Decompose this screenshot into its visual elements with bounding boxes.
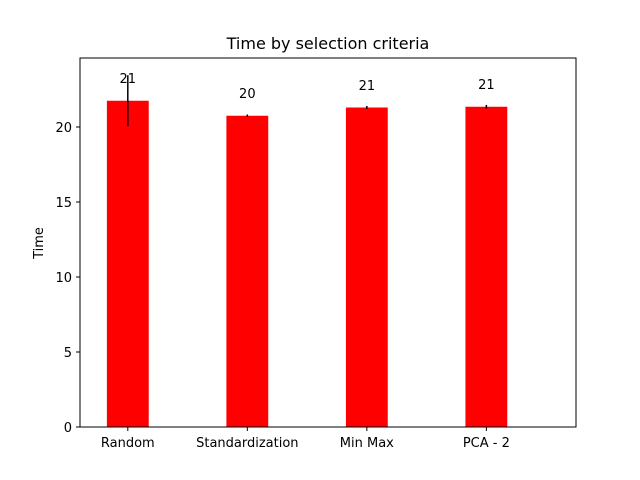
axes-frame <box>79 57 577 428</box>
y-tick-label: 10 <box>55 271 72 286</box>
bar <box>226 115 269 427</box>
data-label: 21 <box>478 78 495 93</box>
data-label: 21 <box>359 79 376 94</box>
y-ticks-group: 0 5 10 15 20 <box>55 121 80 436</box>
data-labels-group: 21 20 21 21 <box>120 72 495 102</box>
chart-title: Time by selection criteria <box>226 34 430 53</box>
x-tick-label: Standardization <box>196 436 298 451</box>
bars-group <box>106 100 508 427</box>
y-tick-label: 0 <box>64 421 72 436</box>
x-ticks-group: Random Standardization Min Max PCA - 2 <box>101 427 510 451</box>
bar <box>345 107 388 427</box>
x-tick-label: Random <box>101 436 155 451</box>
error-bars-group <box>127 75 488 127</box>
y-tick-label: 15 <box>55 196 72 211</box>
y-axis-label: Time <box>32 227 47 260</box>
bar <box>106 100 149 427</box>
x-tick-label: PCA - 2 <box>463 436 510 451</box>
data-label: 21 <box>120 72 137 87</box>
x-tick-label: Min Max <box>340 436 394 451</box>
bar <box>465 106 508 427</box>
data-label: 20 <box>239 87 256 102</box>
y-tick-label: 5 <box>64 346 72 361</box>
y-tick-label: 20 <box>55 121 72 136</box>
